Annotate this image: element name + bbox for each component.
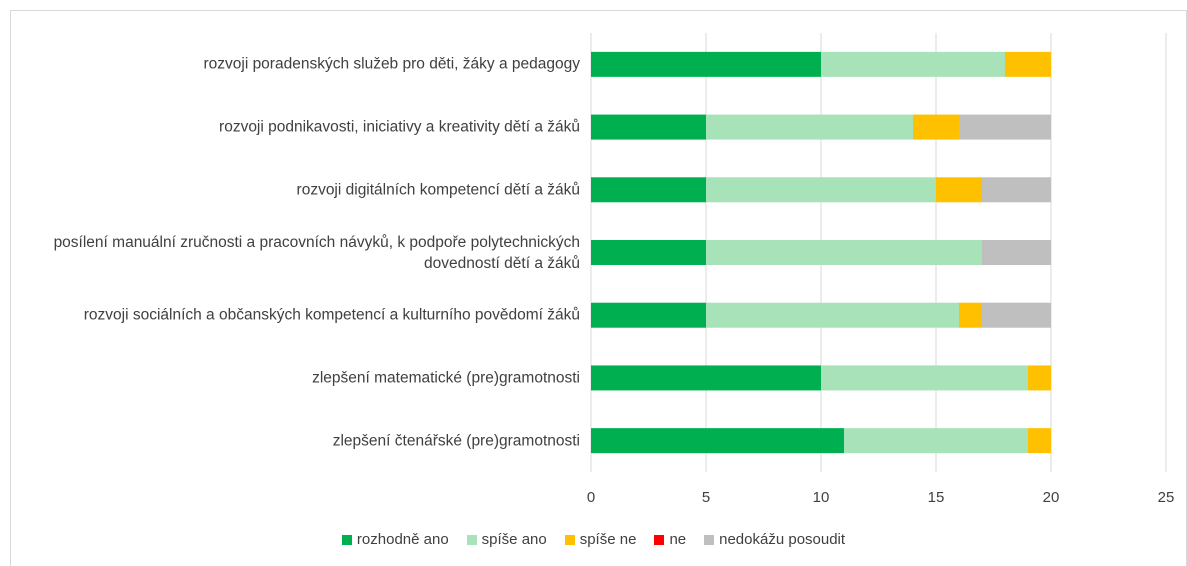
bar-segment: [1028, 428, 1051, 454]
legend-swatch: [564, 534, 575, 545]
bar-segment: [706, 302, 959, 328]
x-tick-label: 25: [1158, 489, 1175, 506]
legend-item: ne: [654, 531, 686, 548]
x-tick-label: 10: [813, 489, 830, 506]
category-label: posílení manuální zručnosti a pracovních…: [53, 233, 580, 272]
bar-segment: [982, 177, 1051, 203]
category-label: rozvoji poradenských služeb pro děti, žá…: [203, 55, 580, 73]
category-label: rozvoji sociálních a občanských kompeten…: [83, 306, 580, 324]
bar-segment: [706, 114, 913, 140]
bar-segment: [936, 177, 982, 203]
legend-item: rozhodně ano: [341, 531, 449, 548]
bar-segment: [591, 177, 706, 203]
chart-border: [10, 10, 1187, 566]
bar-segment: [591, 51, 821, 77]
legend-item: nedokážu posoudit: [704, 531, 845, 548]
bar-segment: [706, 177, 936, 203]
bar-segment: [591, 240, 706, 265]
bar-segment: [706, 240, 982, 265]
bar-segment: [591, 365, 821, 391]
legend: rozhodně ano spíše ano spíše ne ne nedokážu …: [0, 531, 1187, 548]
legend-label: nedokážu posoudit: [719, 531, 846, 548]
legend-label: rozhodně ano: [356, 531, 449, 548]
x-tick-label: 20: [1043, 489, 1060, 506]
legend-label: spíše ne: [579, 531, 637, 548]
bar-segment: [591, 114, 706, 140]
category-label: rozvoji digitálních kompetencí dětí a žá…: [296, 181, 580, 199]
bar-segment: [821, 51, 1005, 77]
legend-label: ne: [669, 531, 687, 548]
bar-segment: [959, 302, 982, 328]
bar-segment: [959, 114, 1051, 140]
bar-segment: [821, 365, 1028, 391]
legend-swatch: [341, 534, 352, 545]
bar-segment: [1005, 51, 1051, 77]
category-label: zlepšení matematické (pre)gramotnosti: [312, 369, 580, 387]
bar-segment: [913, 114, 959, 140]
x-tick-label: 0: [587, 489, 595, 506]
legend-swatch: [654, 534, 665, 545]
legend-item: spíše ano: [466, 531, 547, 548]
bar-segment: [591, 428, 844, 454]
legend-swatch: [466, 534, 477, 545]
category-label: zlepšení čtenářské (pre)gramotnosti: [332, 432, 580, 450]
bar-segment: [982, 240, 1051, 265]
legend-label: spíše ano: [481, 531, 547, 548]
x-tick-label: 15: [928, 489, 945, 506]
x-tick-label: 5: [702, 489, 710, 506]
bar-segment: [591, 302, 706, 328]
bar-segment: [982, 302, 1051, 328]
legend-item: spíše ne: [564, 531, 637, 548]
legend-swatch: [704, 534, 715, 545]
bar-segment: [1028, 365, 1051, 391]
bar-segment: [844, 428, 1028, 454]
category-label: rozvoji podnikavosti, iniciativy a kreat…: [219, 118, 580, 136]
